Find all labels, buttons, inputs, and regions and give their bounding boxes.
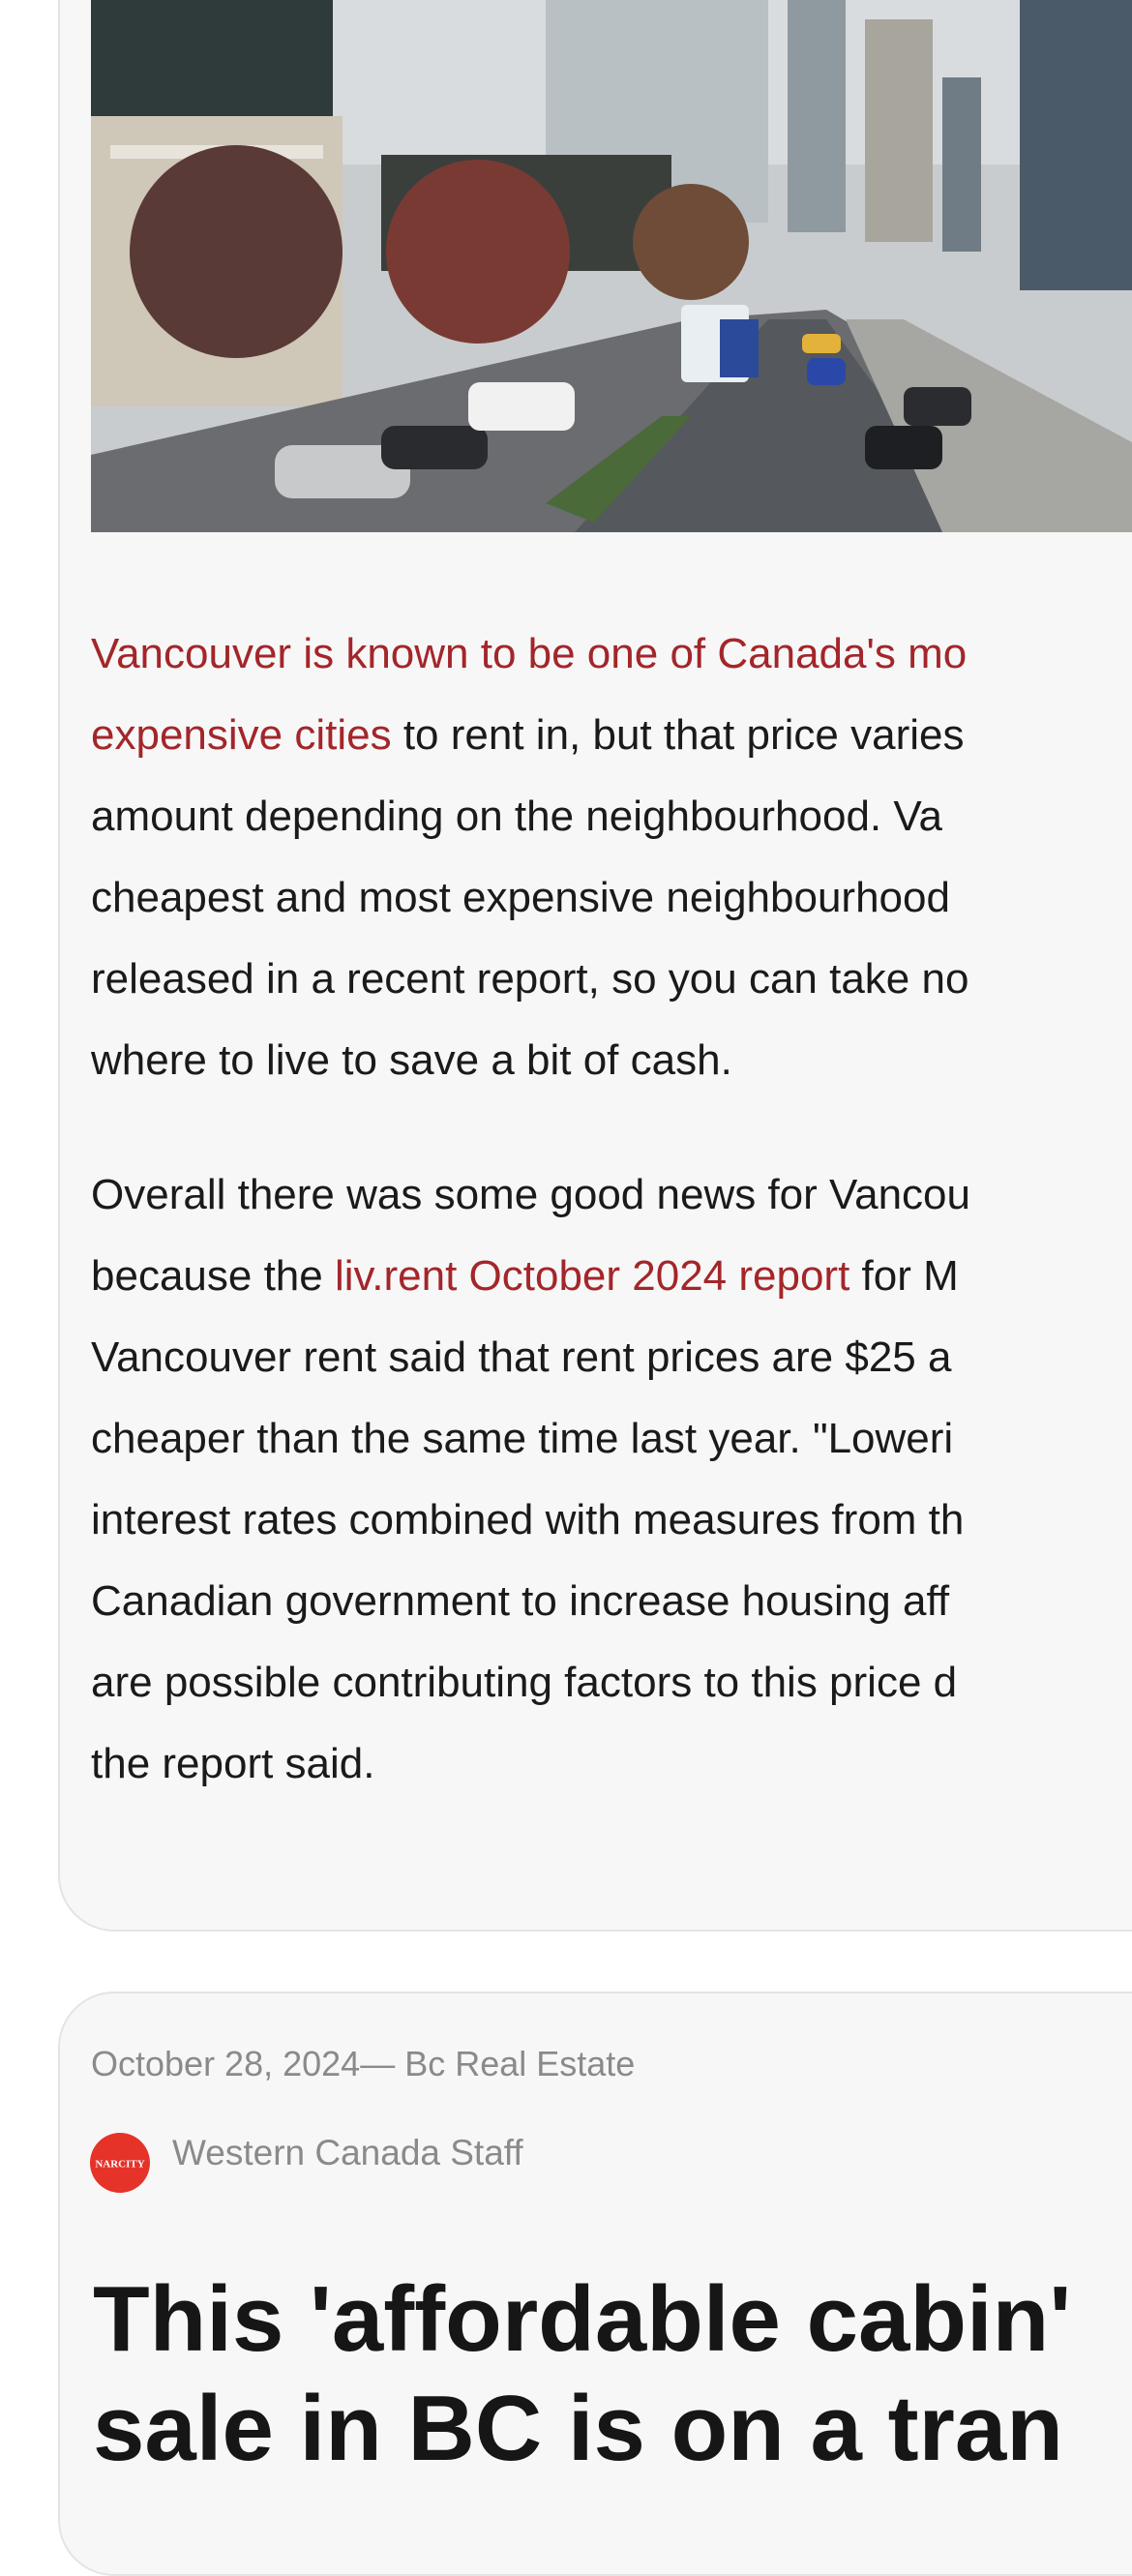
text: cheaper than the same time last year. "L…: [91, 1415, 954, 1462]
text: for M: [849, 1252, 959, 1300]
text-line: because the liv.rent October 2024 report…: [91, 1249, 959, 1303]
text: are possible contributing factors to thi…: [91, 1659, 958, 1706]
text: because the: [91, 1252, 335, 1300]
text: released in a recent report, so you can …: [91, 955, 969, 1003]
link[interactable]: expensive cities: [91, 711, 392, 759]
text-line: Vancouver rent said that rent prices are…: [91, 1331, 951, 1385]
text: interest rates combined with measures fr…: [91, 1496, 965, 1543]
link[interactable]: liv.rent October 2024 report: [334, 1252, 850, 1300]
author-name[interactable]: Western Canada Staff: [172, 2133, 523, 2172]
text-line: are possible contributing factors to thi…: [91, 1656, 957, 1710]
text-line: Overall there was some good news for Van…: [91, 1168, 970, 1222]
text-line: cheapest and most expensive neighbourhoo…: [91, 871, 950, 925]
headline[interactable]: sale in BC is on a tran: [93, 2377, 1063, 2480]
link[interactable]: Vancouver is known to be one of Canada's…: [91, 630, 968, 677]
text: the report said.: [91, 1740, 375, 1787]
text-line: released in a recent report, so you can …: [91, 952, 968, 1006]
text: Vancouver rent said that rent prices are…: [91, 1333, 952, 1381]
text: Overall there was some good news for Van…: [91, 1171, 970, 1218]
author-avatar: NARCITY: [90, 2133, 150, 2193]
text: cheapest and most expensive neighbourhoo…: [91, 874, 950, 921]
text: to rent in, but that price varies: [391, 711, 965, 759]
text-line: the report said.: [91, 1737, 375, 1791]
text-line: amount depending on the neighbourhood. V…: [91, 790, 942, 844]
headline[interactable]: This 'affordable cabin': [93, 2267, 1072, 2371]
text-line: Canadian government to increase housing …: [91, 1574, 949, 1629]
separator: —: [360, 2044, 405, 2083]
text-line: expensive cities to rent in, but that pr…: [91, 708, 964, 763]
post-date: October 28, 2024: [91, 2044, 361, 2083]
text-line: interest rates combined with measures fr…: [91, 1493, 964, 1547]
text: Canadian government to increase housing …: [91, 1577, 950, 1625]
text-line: cheaper than the same time last year. "L…: [91, 1412, 953, 1466]
text-line: where to live to save a bit of cash.: [91, 1033, 732, 1088]
text-line: Vancouver is known to be one of Canada's…: [91, 627, 967, 681]
article-photo: [91, 0, 1132, 532]
text: amount depending on the neighbourhood. V…: [91, 793, 942, 840]
post-meta: October 28, 2024— Bc Real Estate: [91, 2044, 635, 2084]
page: {"article1": { "paragraphs": [ [ [{"text…: [58, 0, 1132, 2576]
avatar-text: NARCITY: [95, 2159, 144, 2171]
text: where to live to save a bit of cash.: [91, 1036, 732, 1084]
post-category[interactable]: Bc Real Estate: [404, 2044, 636, 2083]
